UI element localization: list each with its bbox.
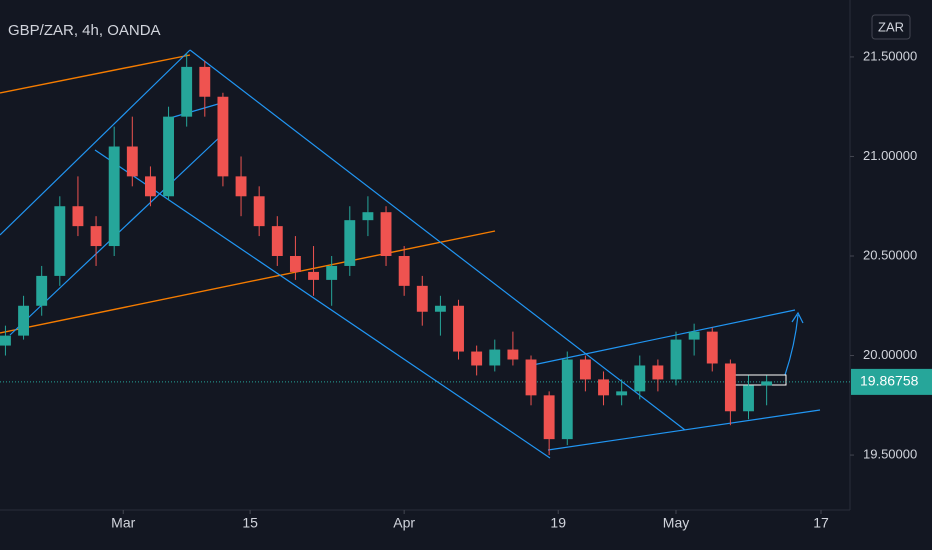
last-price-label: 19.86758 [860, 373, 919, 389]
x-tick-label: 15 [242, 515, 258, 531]
candle-body [434, 305, 446, 312]
candle-body [271, 226, 283, 256]
candle-body [181, 66, 193, 117]
currency: ZAR [878, 19, 904, 34]
y-tick-label: 21.50000 [863, 48, 917, 63]
trend-line [94, 149, 551, 459]
candle-body [308, 271, 319, 280]
candle-body [126, 146, 138, 177]
candle-body [144, 176, 156, 197]
currency-box [871, 14, 911, 40]
candle-body [634, 365, 646, 392]
candle-body [289, 255, 301, 272]
candle-body [217, 96, 229, 177]
trend-line [0, 54, 191, 94]
y-tick-label: 21.00000 [863, 148, 917, 163]
candle-body [453, 305, 464, 352]
candle-body [743, 385, 754, 412]
x-tick-label: 17 [813, 515, 829, 531]
candle-body [471, 351, 483, 366]
chart-title: GBP/ZAR, 4h, OANDA [8, 22, 161, 39]
candle-body [362, 212, 374, 221]
candle-body [761, 381, 773, 386]
arrow [784, 311, 804, 376]
candle-body [706, 331, 718, 364]
candle-body [18, 305, 29, 336]
candle-body [543, 395, 555, 440]
trend-line [527, 309, 796, 367]
y-tick-label: 20.00000 [863, 347, 917, 362]
x-tick-label: 19 [550, 515, 566, 531]
candle-body [199, 66, 211, 97]
candle-body [398, 255, 410, 286]
candle-body [598, 379, 609, 396]
y-tick-label: 19.50000 [863, 446, 917, 461]
candle-body [416, 285, 428, 312]
candle-body [36, 275, 48, 306]
candle-body [326, 265, 338, 280]
x-tick-label: May [663, 515, 689, 531]
candle-body [344, 220, 356, 266]
y-tick-label: 20.50000 [863, 247, 917, 262]
candle-body [90, 226, 102, 247]
candle-body [579, 359, 591, 380]
candle-body [670, 339, 682, 380]
trend-line [0, 49, 191, 236]
candle-body [616, 391, 628, 396]
candle-body [652, 365, 664, 380]
candle-body [253, 196, 265, 227]
trend-line [547, 409, 821, 451]
candle-body [54, 206, 66, 276]
candle-body [525, 359, 537, 396]
trend-line [189, 49, 686, 431]
candle-body [163, 116, 174, 197]
x-tick-label: Mar [111, 515, 135, 531]
last-price-box [851, 368, 932, 395]
candle-body [235, 176, 247, 197]
trend-line [169, 101, 226, 119]
candle-body [0, 335, 11, 346]
candle-body [507, 349, 519, 360]
candle-body [724, 363, 736, 412]
candle-body [108, 146, 120, 247]
trend-line [0, 230, 496, 334]
candle-body [489, 349, 501, 366]
x-tick-label: Apr [393, 515, 415, 531]
candle-body [380, 212, 392, 256]
candle-body [72, 206, 84, 227]
candle-body [688, 331, 700, 340]
candle-body [561, 359, 573, 440]
